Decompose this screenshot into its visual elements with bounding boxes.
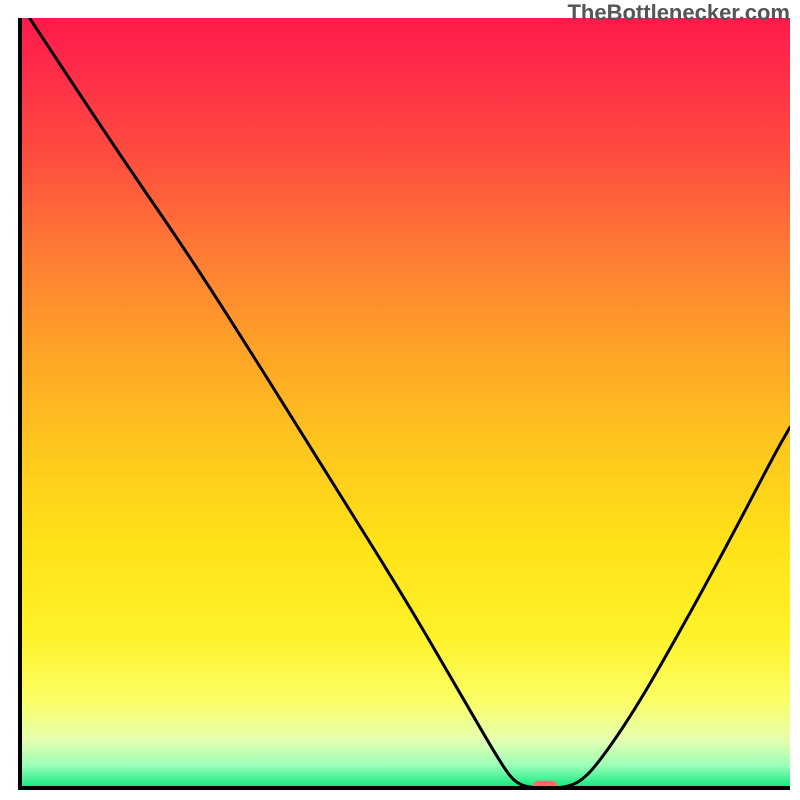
bottleneck-chart: TheBottlenecker.com: [0, 0, 800, 800]
plot-area: [18, 18, 790, 790]
x-axis-line: [18, 786, 790, 790]
bottleneck-curve: [30, 18, 790, 788]
watermark-text: TheBottlenecker.com: [567, 0, 790, 26]
curve-layer: [18, 18, 790, 790]
y-axis-line: [18, 18, 22, 790]
